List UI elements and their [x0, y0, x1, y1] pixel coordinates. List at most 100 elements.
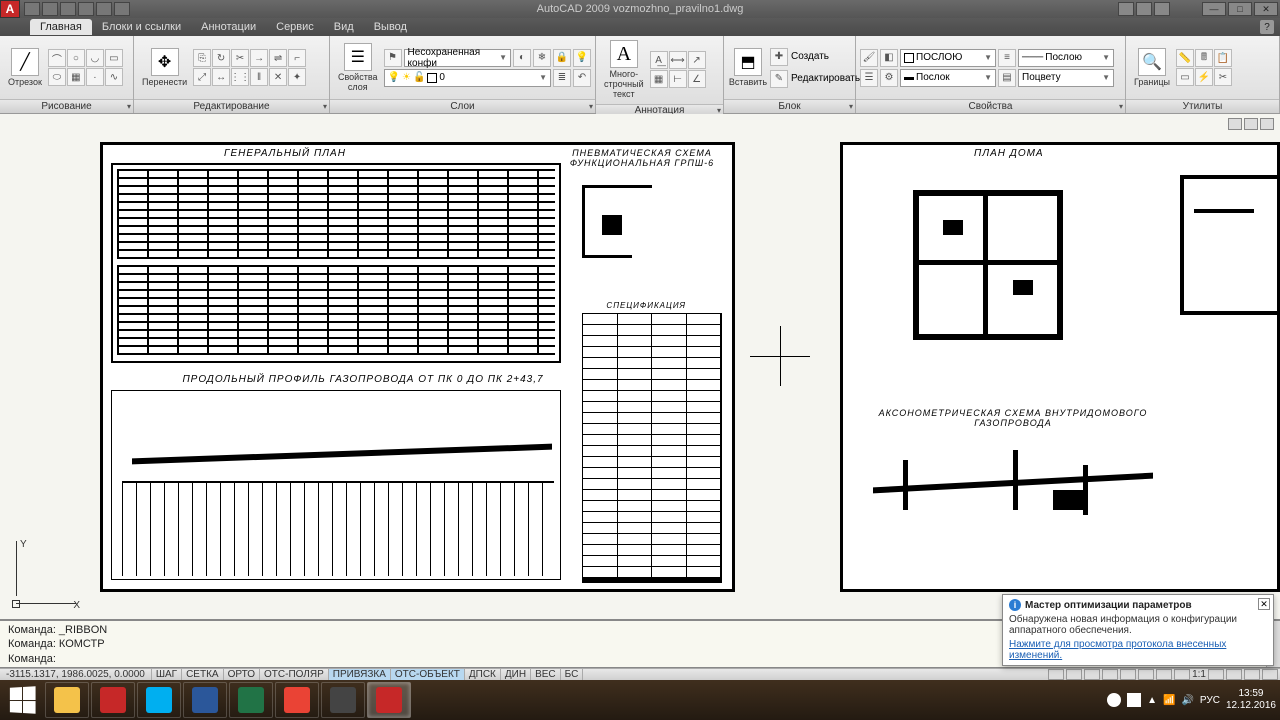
wheel-icon[interactable]: [1138, 669, 1154, 680]
copy-icon[interactable]: ⎘: [193, 49, 211, 67]
tab-Вид[interactable]: Вид: [324, 19, 364, 35]
limits-button[interactable]: 🔍 Границы: [1130, 46, 1174, 90]
layer-lock-icon[interactable]: 🔒: [553, 49, 571, 67]
qview-icon[interactable]: [1084, 669, 1100, 680]
tab-Главная[interactable]: Главная: [30, 19, 92, 35]
hatch-icon[interactable]: ▦: [67, 68, 85, 86]
block-edit-button[interactable]: ✎ Редактировать: [770, 70, 860, 88]
dim-linear-icon[interactable]: A͟: [650, 51, 668, 69]
expand-icon[interactable]: ▾: [323, 102, 327, 111]
fillet-icon[interactable]: ⌐: [288, 49, 306, 67]
layer-props-button[interactable]: ☰ Свойства слоя: [334, 41, 382, 95]
taskbar-app-excel[interactable]: [229, 682, 273, 718]
calc-icon[interactable]: 🖩: [1195, 49, 1213, 67]
dim-ang-icon[interactable]: ∠: [688, 70, 706, 88]
rotate-icon[interactable]: ↻: [212, 49, 230, 67]
move-button[interactable]: ✥ Перенести: [138, 46, 191, 90]
minimize-button[interactable]: —: [1202, 2, 1226, 16]
lock-ui-icon[interactable]: [1244, 669, 1260, 680]
layer-prev-icon[interactable]: ↶: [573, 69, 591, 87]
status-toggle-ОРТО[interactable]: ОРТО: [224, 669, 260, 680]
expand-icon[interactable]: ▾: [127, 102, 131, 111]
qselect-icon[interactable]: ⚡: [1195, 68, 1213, 86]
stretch-icon[interactable]: ↔: [212, 68, 230, 86]
trim-icon[interactable]: ✂: [231, 49, 249, 67]
taskbar-app-photoref[interactable]: [321, 682, 365, 718]
paste-icon[interactable]: 📋: [1214, 49, 1232, 67]
expand-icon[interactable]: ▾: [589, 102, 593, 111]
search-icon[interactable]: [1118, 2, 1134, 16]
tray-flag-icon[interactable]: [1127, 693, 1141, 707]
layer-state-icon[interactable]: ⚑: [384, 49, 402, 67]
status-toggle-СЕТКА[interactable]: СЕТКА: [182, 669, 224, 680]
help-icon[interactable]: ?: [1260, 20, 1274, 34]
status-toggle-ОТС-ПОЛЯР[interactable]: ОТС-ПОЛЯР: [260, 669, 329, 680]
clip-icon[interactable]: ✂: [1214, 68, 1232, 86]
key-icon[interactable]: [1136, 2, 1152, 16]
list-icon[interactable]: ☰: [860, 69, 878, 87]
scale-icon[interactable]: ⤢: [193, 68, 211, 86]
layer-match-icon[interactable]: ≣: [553, 69, 571, 87]
array-icon[interactable]: ⋮⋮: [231, 68, 249, 86]
layer-off-icon[interactable]: 💡: [573, 49, 591, 67]
offset-icon[interactable]: ‖: [250, 68, 268, 86]
tab-Блоки и ссылки[interactable]: Блоки и ссылки: [92, 19, 191, 35]
qat-undo-icon[interactable]: [96, 2, 112, 16]
select-icon[interactable]: ▭: [1176, 68, 1194, 86]
taskbar-app-word[interactable]: [183, 682, 227, 718]
bylayer-icon[interactable]: ◧: [880, 49, 898, 67]
layout-icon[interactable]: [1066, 669, 1082, 680]
explode-icon[interactable]: ✦: [288, 68, 306, 86]
annoscale-icon[interactable]: [1174, 669, 1190, 680]
annovis-icon[interactable]: [1208, 669, 1224, 680]
plotstyle-combo[interactable]: Поцвету▼: [1018, 69, 1114, 87]
arc-icon[interactable]: ◡: [86, 49, 104, 67]
line-button[interactable]: ╱ Отрезок: [4, 46, 46, 90]
status-toggle-ДПСК[interactable]: ДПСК: [465, 669, 501, 680]
pan-icon[interactable]: [1102, 669, 1118, 680]
maximize-button[interactable]: □: [1228, 2, 1252, 16]
qat-save-icon[interactable]: [60, 2, 76, 16]
vp-min-icon[interactable]: [1228, 118, 1242, 130]
taskbar-app-opera[interactable]: [91, 682, 135, 718]
rect-icon[interactable]: ▭: [105, 49, 123, 67]
tab-Сервис[interactable]: Сервис: [266, 19, 324, 35]
volume-icon[interactable]: 🔊: [1181, 695, 1193, 706]
mtext-button[interactable]: A Много- строчный текст: [600, 38, 648, 102]
tray-app-icon[interactable]: [1107, 693, 1121, 707]
plot-style-icon[interactable]: ▤: [998, 69, 1016, 87]
extend-icon[interactable]: →: [250, 49, 268, 67]
star-icon[interactable]: [1154, 2, 1170, 16]
layer-freeze-icon[interactable]: ❄: [533, 49, 551, 67]
zoom-icon[interactable]: [1120, 669, 1136, 680]
ws-icon[interactable]: [1226, 669, 1242, 680]
layer-state-combo[interactable]: Несохраненная конфи▼: [404, 49, 511, 67]
linetype-ico-icon[interactable]: ≡: [998, 49, 1016, 67]
showmotion-icon[interactable]: [1156, 669, 1172, 680]
status-toggle-БС[interactable]: БС: [561, 669, 584, 680]
block-create-button[interactable]: ✚ Создать: [770, 48, 860, 66]
lineweight-combo[interactable]: ▬Послок▼: [900, 69, 996, 87]
status-toggle-ДИН[interactable]: ДИН: [501, 669, 531, 680]
balloon-close-button[interactable]: ✕: [1258, 598, 1270, 610]
vp-close-icon[interactable]: [1260, 118, 1274, 130]
qat-new-icon[interactable]: [24, 2, 40, 16]
balloon-link[interactable]: Нажмите для просмотра протокола внесенны…: [1009, 639, 1267, 661]
dim-cont-icon[interactable]: ⊢: [669, 70, 687, 88]
color-combo[interactable]: ПОСЛОЮ▼: [900, 49, 996, 67]
qat-open-icon[interactable]: [42, 2, 58, 16]
model-space-icon[interactable]: [1048, 669, 1064, 680]
leader-icon[interactable]: ↗: [688, 51, 706, 69]
clean-screen-icon[interactable]: [1262, 669, 1278, 680]
language-indicator[interactable]: РУС: [1200, 695, 1220, 706]
insert-button[interactable]: ⬒ Вставить: [728, 46, 768, 90]
taskbar-app-autocad[interactable]: [367, 682, 411, 718]
status-toggle-ОТС-ОБЪЕКТ[interactable]: ОТС-ОБЪЕКТ: [391, 669, 465, 680]
layer-combo[interactable]: 💡☀🔓0▼: [384, 69, 551, 87]
point-icon[interactable]: ·: [86, 68, 104, 86]
status-toggle-ШАГ[interactable]: ШАГ: [152, 669, 182, 680]
clock[interactable]: 13:59 12.12.2016: [1226, 688, 1276, 712]
status-toggle-ВЕС[interactable]: ВЕС: [531, 669, 561, 680]
erase-icon[interactable]: ✕: [269, 68, 287, 86]
polyline-icon[interactable]: ⌒: [48, 49, 66, 67]
